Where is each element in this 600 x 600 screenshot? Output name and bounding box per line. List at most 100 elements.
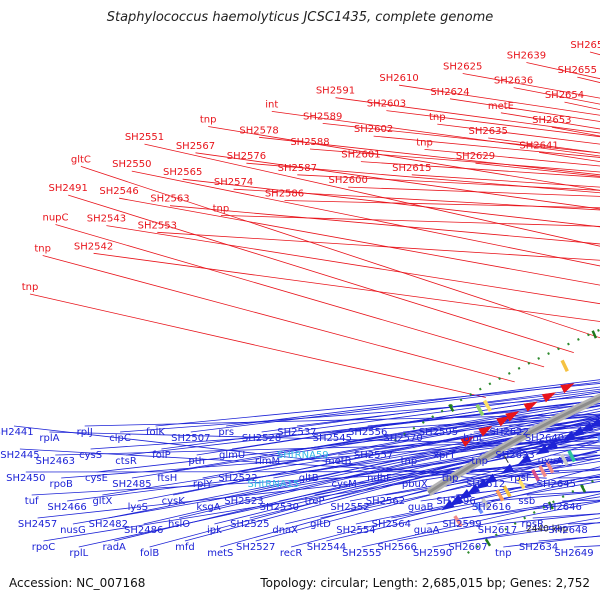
forward-gene-label: SH2629 <box>456 151 495 162</box>
forward-gene-label: SH2576 <box>227 151 266 162</box>
cog-block-outer <box>560 359 569 372</box>
forward-gene-label: tnp <box>22 282 39 293</box>
label-connector <box>255 449 600 542</box>
reverse-gene-arrow <box>588 417 600 428</box>
label-connector <box>169 205 600 245</box>
reverse-gene-label: rplY <box>193 479 213 490</box>
forward-gene-arrow <box>496 416 511 427</box>
forward-gene-label: SH2656 <box>570 40 600 51</box>
reverse-gene-label: SH2557 <box>354 450 393 461</box>
reverse-gene-label: rpsR <box>521 519 544 530</box>
topology-summary: Topology: circular; Length: 2,685,015 bp… <box>260 576 590 590</box>
reverse-gene-label: tnp <box>442 473 459 484</box>
label-connector <box>131 170 600 267</box>
reverse-gene-arrow <box>500 463 515 475</box>
forward-gene-arrow <box>505 411 520 422</box>
reverse-gene-label: cysK <box>162 496 186 507</box>
label-connector <box>296 388 600 427</box>
label-connector <box>182 178 600 228</box>
forward-gene-label: SH2591 <box>316 86 355 97</box>
forward-gene-label: tnp <box>213 203 230 214</box>
reverse-gene-label: cysM <box>331 479 356 490</box>
forward-gene-label: SH2641 <box>519 140 558 151</box>
label-connector <box>220 215 600 227</box>
forward-gene-label: SH2550 <box>112 159 151 170</box>
reverse-gene-label: SH2554 <box>336 525 375 536</box>
forward-gene-label: SH2546 <box>99 186 138 197</box>
forward-gene-label: tnp <box>200 115 217 126</box>
label-connector <box>96 414 600 473</box>
reverse-gene-label: pbuX <box>402 479 428 490</box>
reverse-gene-label: rimM <box>255 456 280 467</box>
reverse-gene-label: SH2617 <box>478 525 517 536</box>
label-connector <box>42 255 515 383</box>
label-connector <box>155 383 600 427</box>
label-connector <box>214 427 600 525</box>
label-connector <box>246 162 600 194</box>
label-connector <box>577 76 600 83</box>
gc-skew-mark <box>580 484 587 493</box>
label-connector <box>403 414 600 433</box>
reverse-gene-label: SH2507 <box>171 433 210 444</box>
forward-gene-label: SH2635 <box>469 126 508 137</box>
map-title: Staphylococcus haemolyticus JCSC1435, co… <box>106 10 494 25</box>
reverse-gene-label: gltD <box>310 519 331 530</box>
reverse-gene-label: radA <box>102 542 126 553</box>
forward-gene-label: SH2578 <box>239 125 278 136</box>
cog-block-inner <box>502 485 512 498</box>
tick-label: 2440 kbp <box>526 525 569 535</box>
reverse-gene-label: pth <box>188 456 205 467</box>
reverse-gene-label: SH2527 <box>236 542 275 553</box>
label-connector <box>344 436 600 479</box>
forward-gene-arrow <box>523 401 538 412</box>
cog-block-inner <box>567 449 576 463</box>
cog-block-outer <box>475 403 485 417</box>
label-connector <box>360 161 600 178</box>
accession-text: Accession: NC_007168 <box>9 576 146 590</box>
label-connector <box>338 417 600 456</box>
reverse-gene-arrow <box>535 444 550 455</box>
label-connector <box>143 417 600 525</box>
reverse-gene-label: SH2463 <box>36 456 75 467</box>
label-connector <box>414 455 600 479</box>
forward-gene-arrow <box>541 392 556 403</box>
label-connector <box>385 460 600 496</box>
reverse-gene-label: SH2528 <box>242 433 281 444</box>
forward-gene-label: SH2574 <box>214 177 253 188</box>
tick-mark <box>503 455 509 464</box>
reverse-gene-label: hslO <box>168 519 190 530</box>
reverse-gene-label: SH2622 <box>490 427 529 438</box>
label-connector <box>220 441 600 548</box>
label-connector <box>411 174 600 188</box>
reverse-gene-arrow <box>449 494 464 506</box>
label-connector <box>29 293 486 398</box>
label-connector <box>424 149 600 167</box>
reverse-gene-arrow <box>579 422 594 432</box>
reverse-gene-arrow <box>483 473 498 485</box>
reverse-gene-label: rpoB <box>49 479 73 490</box>
gc-skew-mark <box>448 403 455 413</box>
reverse-gene-label: SH2523 <box>224 496 263 507</box>
forward-gene-label: SH2639 <box>507 51 546 62</box>
cog-block-inner <box>596 435 600 444</box>
label-connector <box>271 111 600 157</box>
label-connector <box>309 148 600 173</box>
reverse-gene-label: metS <box>207 548 233 559</box>
forward-gene-label: SH2615 <box>392 163 431 174</box>
reverse-gene-label: cysE <box>85 473 108 484</box>
forward-gene-arrow <box>478 426 493 437</box>
reverse-gene-label: uxuA <box>538 456 564 467</box>
reverse-gene-label: SH2596 <box>436 496 475 507</box>
reverse-gene-label: SH2590 <box>413 548 452 559</box>
label-connector <box>273 416 600 479</box>
cog-block-inner <box>531 469 540 482</box>
label-connector <box>332 400 600 433</box>
label-connector <box>284 200 600 209</box>
label-connector <box>308 422 600 473</box>
label-connector <box>157 231 600 261</box>
reverse-gene-label: treP <box>305 496 325 507</box>
forward-gene-label: tnp <box>429 112 446 123</box>
label-connector <box>108 419 600 519</box>
label-connector <box>233 188 600 211</box>
